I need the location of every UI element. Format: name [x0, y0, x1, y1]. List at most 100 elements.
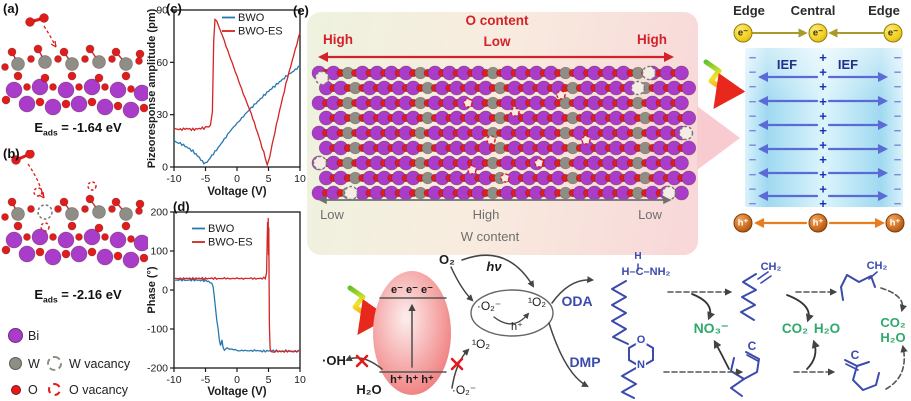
- legend-w-vacancy-label: W vacancy: [69, 357, 131, 371]
- y-tick-label: -100: [147, 324, 168, 336]
- ros-to-dmp-arrow: [548, 322, 589, 387]
- minus-charge: −: [894, 94, 902, 109]
- c-fragment-label: C: [850, 348, 860, 362]
- oda-head-h-label: H: [634, 251, 642, 262]
- y-axis-title: Pizeoresponse amplitude (pm): [146, 8, 158, 168]
- morpholine-o-label: O: [635, 334, 647, 347]
- fragment-1-double-bond: [868, 271, 878, 280]
- atom-bi: [96, 248, 114, 266]
- minus-charge: −: [749, 152, 757, 167]
- o2-molecule: [25, 150, 35, 159]
- atom-o: [108, 55, 116, 63]
- atom-o: [23, 233, 31, 241]
- o-vacancy-icon: [463, 98, 473, 108]
- w-vacancy-icon: [37, 204, 53, 220]
- minus-charge: −: [749, 65, 757, 80]
- atom-bi: [31, 78, 49, 96]
- fragment-2-ring: [852, 365, 880, 391]
- o2-molecule: [11, 155, 21, 165]
- atom-o: [61, 99, 71, 109]
- lattice-bi-atom: [681, 140, 697, 156]
- minus-charge: −: [749, 123, 757, 138]
- w-content-low-left: Low: [320, 207, 344, 222]
- minus-charge: −: [894, 123, 902, 138]
- oda-chain: [611, 280, 629, 345]
- legend-label: BWO: [238, 12, 265, 24]
- o-vacancy-icon: [510, 107, 520, 117]
- y-axis-title: Phase (°): [146, 266, 158, 314]
- atom-o: [1, 95, 11, 105]
- atom-bi: [133, 234, 148, 252]
- eads-subscript: ads: [43, 294, 58, 305]
- electron-badge: e⁻: [733, 23, 753, 43]
- to-co2-arrow-bottom: [806, 339, 820, 370]
- atom-w: [119, 57, 133, 71]
- atom-o: [101, 233, 109, 241]
- atom-o: [121, 71, 131, 81]
- atom-o: [75, 233, 83, 241]
- atom-w: [11, 57, 25, 71]
- plus-charge: +: [819, 167, 827, 182]
- atom-bi: [44, 248, 62, 266]
- o-vacancy-icon: [581, 135, 591, 145]
- o-vacancy-icon: [556, 90, 566, 100]
- hole-badge: h⁺: [885, 213, 905, 233]
- legend-label: BWO: [208, 223, 235, 235]
- plot-frame: [173, 9, 301, 168]
- x-tick-label: 0: [234, 173, 240, 185]
- ief-right-label: IEF: [837, 57, 859, 72]
- lattice-bi-atom: [674, 95, 689, 111]
- o-vacancy-icon: [486, 135, 496, 145]
- y-tick-label: -200: [147, 363, 168, 375]
- eads-symbol: E: [34, 287, 44, 302]
- edge-left-label: Edge: [733, 3, 765, 18]
- atom-o: [49, 233, 57, 241]
- x-tick-label: 5: [266, 374, 272, 386]
- atom-o: [108, 205, 116, 213]
- plus-charge: +: [819, 79, 827, 94]
- minus-charge: −: [749, 181, 757, 196]
- edge-right-label: Edge: [868, 3, 900, 18]
- o-atom-icon: [11, 385, 21, 395]
- atom-bi: [57, 231, 75, 249]
- dmp-label: DMP: [569, 354, 601, 370]
- w-vacancy-icon: [641, 65, 657, 81]
- w-vacancy-icon: [343, 185, 359, 201]
- atom-bi: [18, 245, 36, 263]
- atom-bi: [57, 81, 75, 99]
- atom-bi: [31, 228, 49, 246]
- atom-o: [59, 197, 69, 207]
- adsorption-energy-b: Eads = -2.16 eV: [34, 287, 121, 305]
- atom-o: [23, 83, 31, 91]
- ros-to-oda-arrow: [551, 276, 595, 304]
- central-label: Central: [790, 3, 836, 18]
- atom-o: [54, 55, 62, 63]
- electron-badge: e⁻: [883, 23, 903, 43]
- atom-bi: [5, 231, 23, 249]
- atom-o: [13, 71, 23, 81]
- atom-w: [92, 55, 106, 69]
- adsorption-energy-a: Eads = -1.64 eV: [34, 120, 121, 138]
- hole-badge: h⁺: [733, 213, 753, 233]
- callout-triangle: [697, 106, 740, 170]
- x-tick-label: -10: [166, 374, 181, 386]
- lattice-bi-atom: [681, 80, 697, 96]
- h2o-mid-label: H₂O: [813, 321, 841, 336]
- superoxide-bottom-label: ·O₂⁻: [451, 383, 477, 397]
- w-vacancy-icon: [661, 185, 677, 201]
- w-content-title: W content: [460, 229, 520, 244]
- minus-charge: −: [749, 94, 757, 109]
- co2-mid-label: CO₂: [781, 321, 809, 336]
- x-tick-label: -5: [201, 173, 210, 185]
- o-content-title: O content: [465, 13, 529, 28]
- x-tick-label: 5: [266, 173, 272, 185]
- y-tick-label: 60: [156, 57, 168, 69]
- atom-o: [13, 221, 23, 231]
- hole-badge: h⁺: [808, 213, 828, 233]
- o2-molecule: [25, 17, 35, 27]
- atom-bi: [109, 231, 127, 249]
- w-vacancy-icon: [314, 70, 330, 86]
- atom-o: [127, 85, 135, 93]
- x-axis-title: Voltage (V): [207, 386, 266, 398]
- minus-charge: −: [749, 79, 757, 94]
